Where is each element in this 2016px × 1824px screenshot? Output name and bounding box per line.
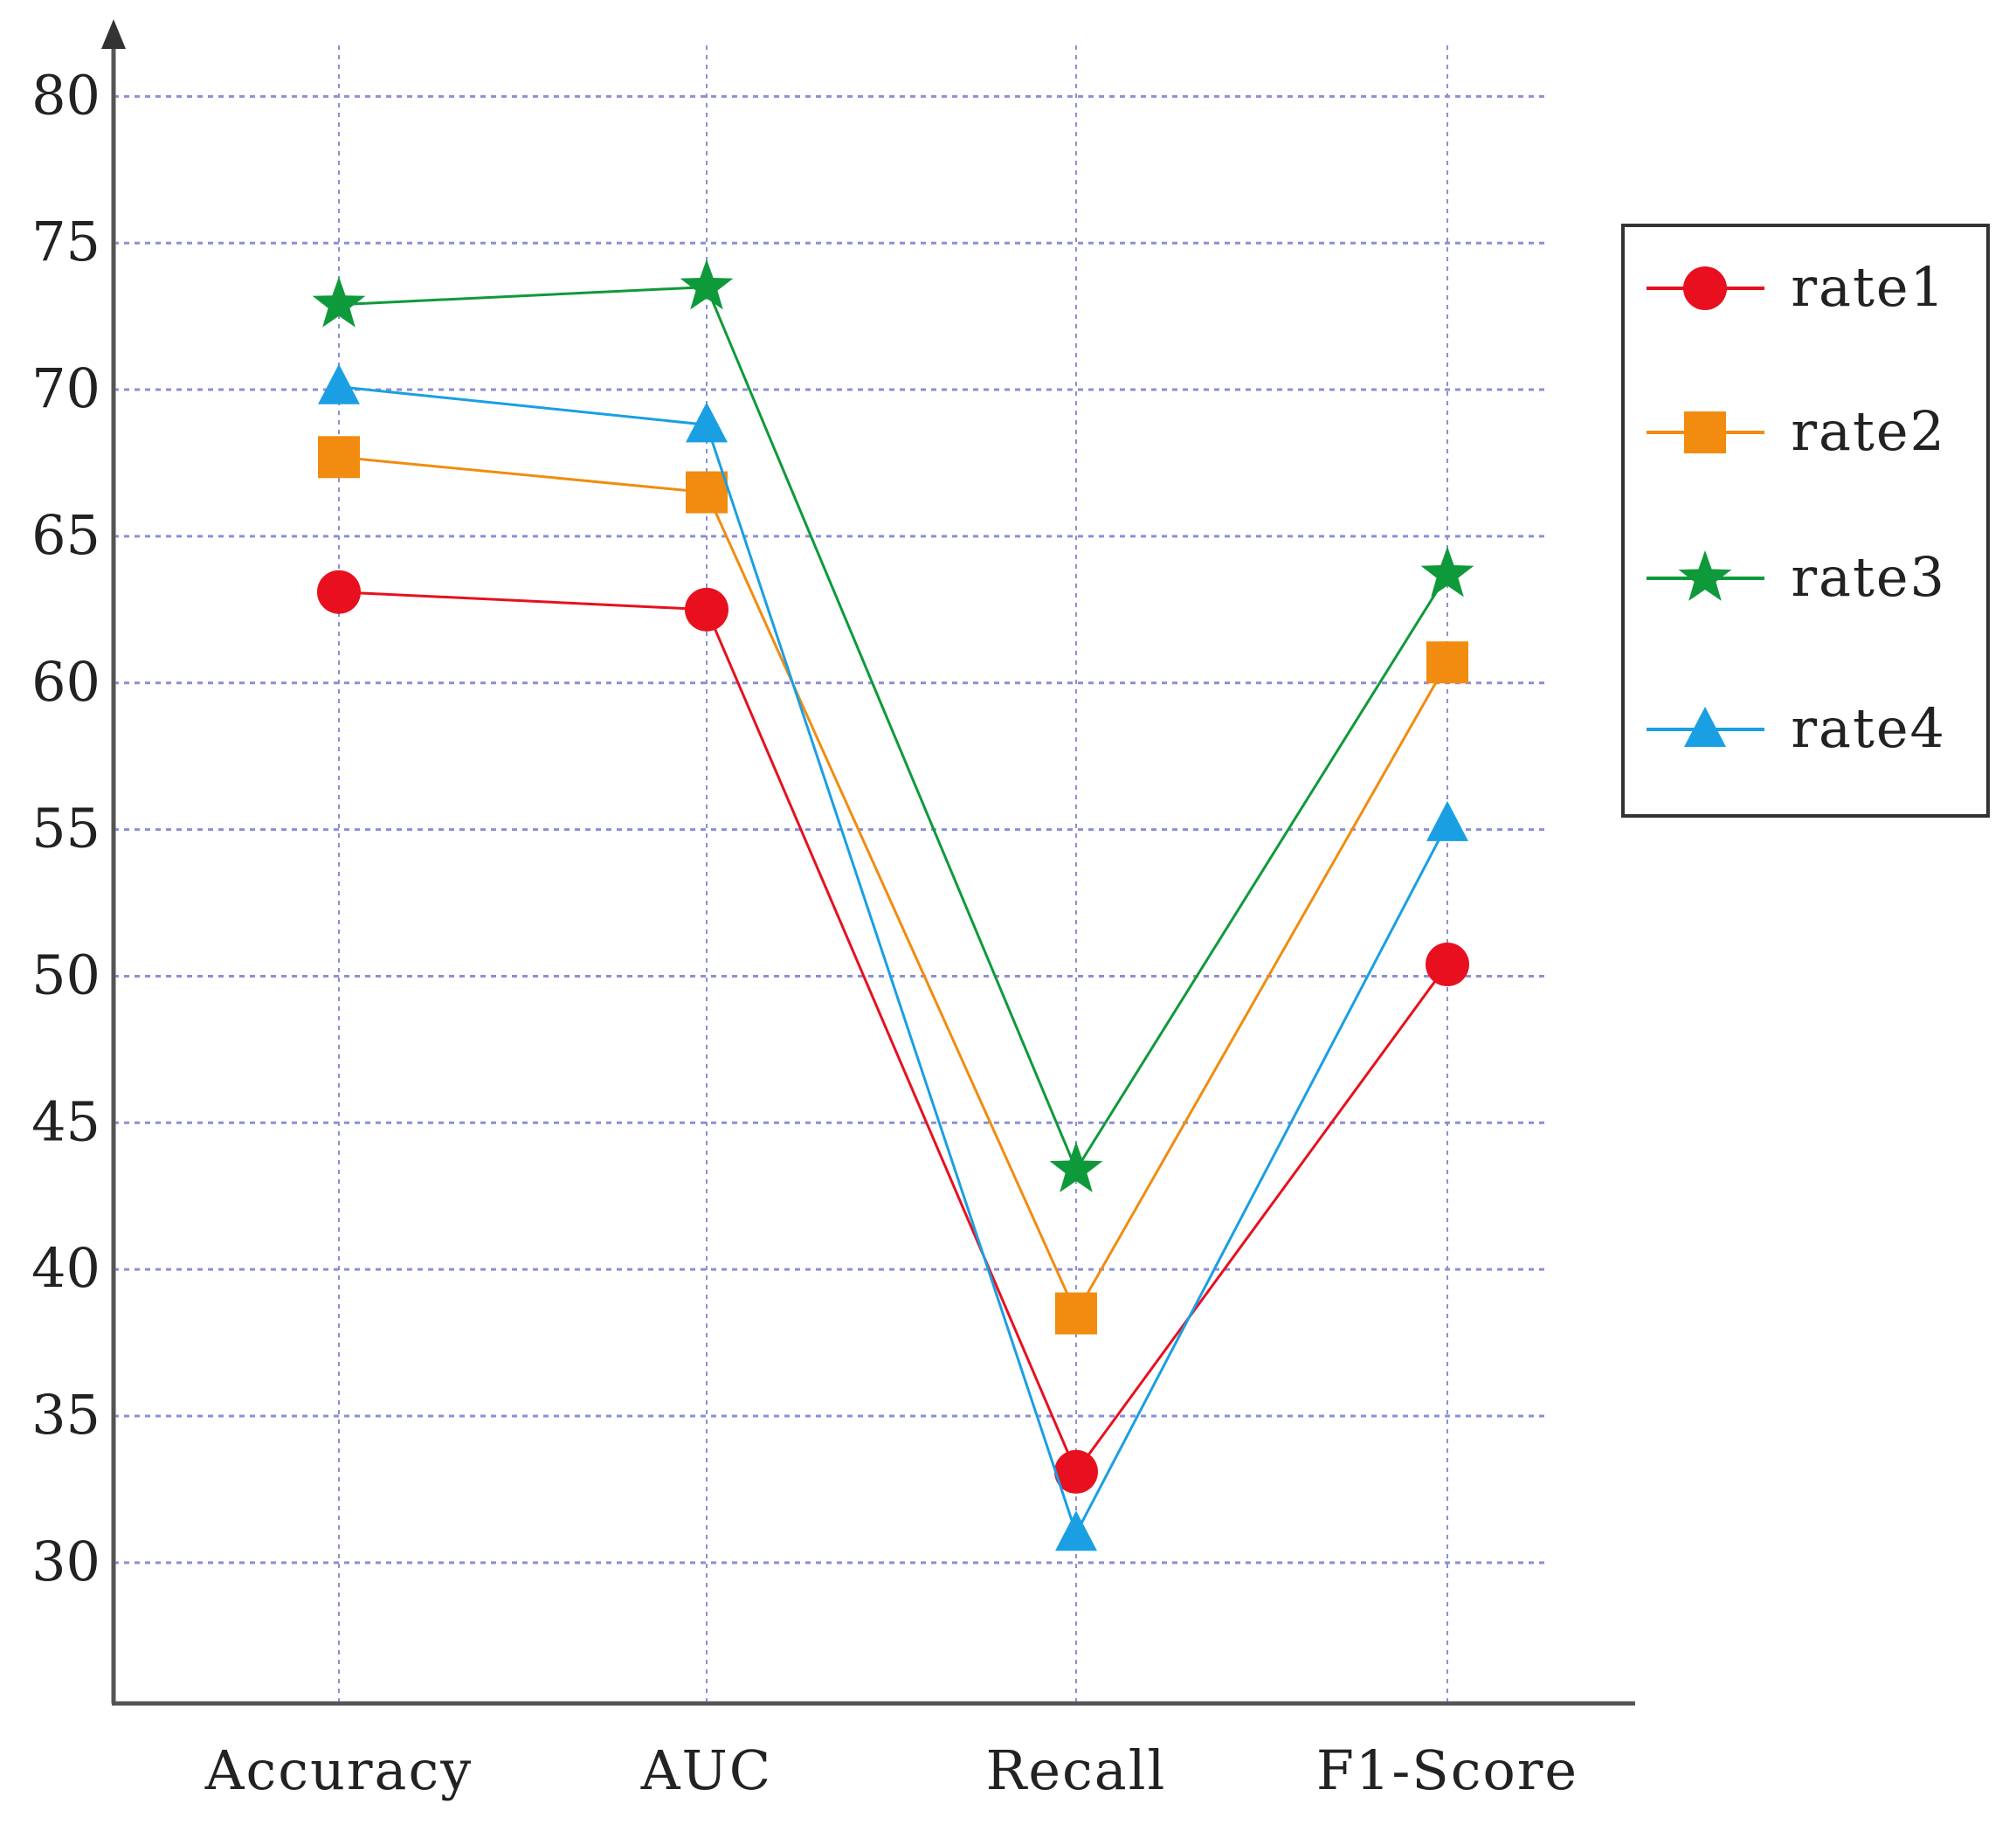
y-tick-label: 75 bbox=[31, 210, 100, 273]
data-point-rate1 bbox=[685, 587, 728, 632]
series-rate3 bbox=[312, 259, 1474, 1192]
legend-label-rate2: rate2 bbox=[1791, 399, 1946, 463]
legend-marker-rate3 bbox=[1678, 550, 1732, 601]
legend-marker-rate2 bbox=[1684, 411, 1726, 453]
y-tick-label: 65 bbox=[31, 503, 100, 567]
legend-box bbox=[1621, 224, 1990, 818]
data-point-rate2 bbox=[318, 436, 360, 479]
axes bbox=[101, 19, 1635, 1706]
data-point-rate4 bbox=[1055, 1510, 1097, 1551]
data-point-rate2 bbox=[1426, 641, 1468, 684]
legend-label-rate4: rate4 bbox=[1791, 696, 1946, 760]
data-point-rate2 bbox=[1055, 1292, 1097, 1335]
data-point-rate3 bbox=[1049, 1142, 1103, 1192]
series bbox=[312, 259, 1474, 1551]
y-axis-arrow bbox=[101, 19, 126, 49]
legend: rate1 rate2 rate3 rate4 bbox=[1621, 224, 1990, 818]
x-category-label: AUC bbox=[640, 1738, 772, 1802]
y-tick-label: 60 bbox=[31, 650, 100, 714]
y-tick-label: 50 bbox=[31, 943, 100, 1006]
legend-label-rate1: rate1 bbox=[1791, 255, 1946, 319]
data-point-rate4 bbox=[318, 363, 360, 404]
series-rate2 bbox=[318, 436, 1468, 1335]
data-point-rate4 bbox=[686, 402, 728, 443]
series-rate1 bbox=[317, 570, 1469, 1494]
data-point-rate1 bbox=[317, 570, 361, 614]
y-tick-label: 80 bbox=[31, 63, 100, 127]
legend-marker-rate1 bbox=[1683, 266, 1727, 310]
legend-label-rate3: rate3 bbox=[1791, 545, 1946, 609]
series-line-rate1 bbox=[338, 591, 1449, 1475]
data-point-rate4 bbox=[1426, 800, 1468, 841]
legend-entry-rate4: rate4 bbox=[1647, 696, 1946, 760]
legend-entry-rate3: rate3 bbox=[1647, 545, 1946, 609]
x-category-label: Accuracy bbox=[204, 1738, 473, 1802]
y-tick-label: 45 bbox=[31, 1089, 100, 1153]
y-tick-label: 70 bbox=[31, 356, 100, 420]
series-line-rate4 bbox=[338, 385, 1449, 1537]
data-point-rate2 bbox=[686, 471, 728, 514]
series-line-rate3 bbox=[338, 286, 1449, 1173]
x-category-label: Recall bbox=[986, 1738, 1167, 1802]
legend-marker-rate4 bbox=[1684, 707, 1726, 747]
data-point-rate3 bbox=[1420, 546, 1474, 598]
y-tick-label: 55 bbox=[31, 797, 100, 860]
data-point-rate1 bbox=[1054, 1449, 1098, 1494]
data-point-rate3 bbox=[312, 276, 366, 328]
legend-entry-rate2: rate2 bbox=[1647, 399, 1946, 463]
data-point-rate3 bbox=[680, 259, 734, 310]
x-category-label: F1-Score bbox=[1316, 1738, 1578, 1802]
grid bbox=[114, 45, 1546, 1703]
series-line-rate2 bbox=[338, 455, 1449, 1316]
data-point-rate1 bbox=[1426, 943, 1469, 987]
legend-entry-rate1: rate1 bbox=[1647, 255, 1946, 319]
y-tick-label: 30 bbox=[31, 1530, 100, 1593]
series-rate4 bbox=[318, 363, 1468, 1551]
y-tick-label: 35 bbox=[31, 1383, 100, 1447]
x-category-labels: Accuracy AUC Recall F1-Score bbox=[204, 1738, 1578, 1802]
y-tick-labels: 30 35 40 45 50 55 60 65 70 75 80 bbox=[31, 63, 100, 1593]
y-tick-label: 40 bbox=[31, 1236, 100, 1300]
